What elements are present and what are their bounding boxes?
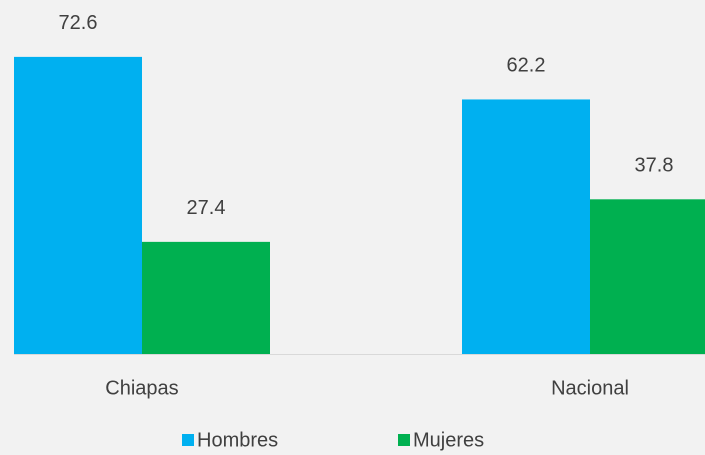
legend-label: Hombres (197, 429, 278, 451)
legend-label: Mujeres (413, 429, 484, 451)
bar (14, 56, 142, 354)
legend-swatch (398, 434, 410, 446)
data-label: 37.8 (635, 155, 674, 177)
x-tick-label: Chiapas (105, 377, 178, 399)
bar (590, 199, 705, 354)
data-label: 27.4 (187, 197, 226, 219)
x-tick-label: Nacional (551, 377, 629, 399)
data-label: 62.2 (507, 55, 546, 77)
bar (462, 99, 590, 355)
bar (142, 241, 270, 354)
legend-swatch (182, 434, 194, 446)
data-label: 72.6 (59, 12, 98, 34)
